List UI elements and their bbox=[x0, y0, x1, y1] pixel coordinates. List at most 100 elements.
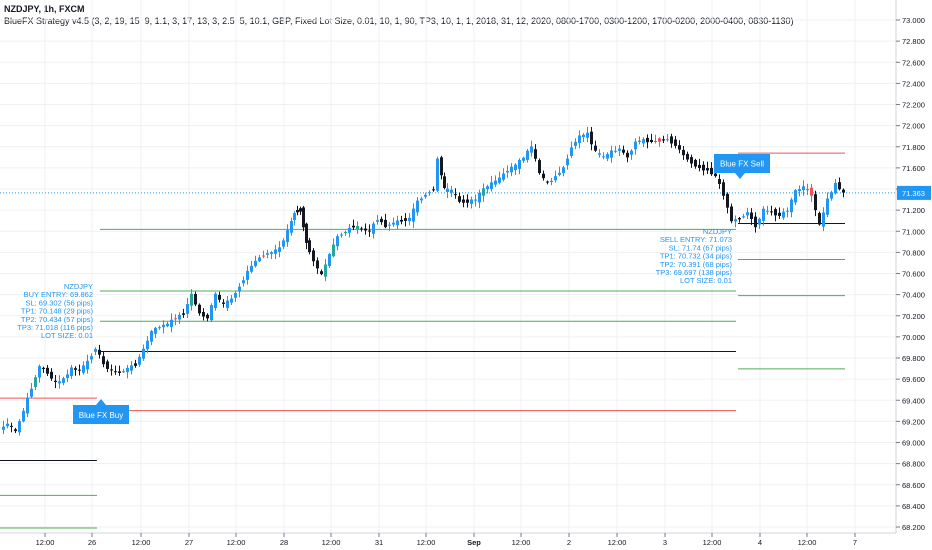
candle-body[interactable] bbox=[396, 220, 399, 226]
candle-body[interactable] bbox=[810, 187, 813, 196]
candle-body[interactable] bbox=[742, 216, 745, 218]
candle-body[interactable] bbox=[674, 139, 677, 146]
candle-body[interactable] bbox=[158, 327, 161, 329]
candle-body[interactable] bbox=[738, 218, 741, 220]
candle-body[interactable] bbox=[682, 149, 685, 156]
candle-body[interactable] bbox=[293, 213, 296, 221]
candle-body[interactable] bbox=[566, 158, 569, 166]
candle-body[interactable] bbox=[722, 182, 725, 196]
candle-body[interactable] bbox=[454, 194, 457, 196]
candle-body[interactable] bbox=[332, 244, 335, 257]
candle-body[interactable] bbox=[830, 192, 833, 199]
candle-body[interactable] bbox=[634, 141, 637, 150]
candle-body[interactable] bbox=[443, 176, 446, 188]
candle-body[interactable] bbox=[666, 139, 669, 141]
candle-body[interactable] bbox=[214, 293, 217, 308]
time-axis[interactable]: 12:00 26 12:00 27 12:00 28 12:00 31 12:00 Sep 12:0… bbox=[0, 532, 896, 547]
candle-body[interactable] bbox=[202, 311, 205, 317]
candle-body[interactable] bbox=[122, 371, 125, 373]
candle-body[interactable] bbox=[82, 365, 85, 373]
candle-body[interactable] bbox=[694, 159, 697, 167]
candle-body[interactable] bbox=[356, 225, 359, 230]
candle-body[interactable] bbox=[352, 225, 355, 228]
candle-body[interactable] bbox=[316, 260, 319, 269]
candle-body[interactable] bbox=[794, 190, 797, 203]
candle-body[interactable] bbox=[290, 221, 293, 233]
candle-body[interactable] bbox=[550, 180, 553, 183]
candle-body[interactable] bbox=[106, 361, 109, 369]
candle-body[interactable] bbox=[66, 374, 69, 379]
candle-body[interactable] bbox=[42, 367, 45, 369]
candle-body[interactable] bbox=[790, 199, 793, 213]
candle-body[interactable] bbox=[242, 280, 245, 284]
candle-body[interactable] bbox=[266, 253, 269, 255]
candle-body[interactable] bbox=[638, 140, 641, 142]
candle-body[interactable] bbox=[822, 212, 825, 227]
candle-body[interactable] bbox=[586, 132, 589, 138]
candle-body[interactable] bbox=[6, 423, 9, 427]
candle-body[interactable] bbox=[150, 331, 153, 342]
candle-body[interactable] bbox=[226, 300, 229, 309]
candle-body[interactable] bbox=[70, 367, 73, 377]
candle-body[interactable] bbox=[94, 348, 97, 352]
candle-body[interactable] bbox=[86, 360, 89, 370]
candle-body[interactable] bbox=[606, 154, 609, 159]
candle-body[interactable] bbox=[250, 265, 253, 272]
candle-body[interactable] bbox=[190, 293, 193, 306]
candle-body[interactable] bbox=[134, 363, 137, 366]
candle-body[interactable] bbox=[670, 136, 673, 144]
candle-body[interactable] bbox=[526, 150, 529, 160]
candle-body[interactable] bbox=[658, 138, 661, 142]
candle-body[interactable] bbox=[706, 168, 709, 171]
candle-body[interactable] bbox=[210, 305, 213, 321]
candle-body[interactable] bbox=[54, 380, 57, 383]
candle-body[interactable] bbox=[258, 257, 261, 262]
candle-body[interactable] bbox=[58, 381, 61, 384]
candle-body[interactable] bbox=[462, 199, 465, 203]
candle-body[interactable] bbox=[222, 302, 225, 304]
candle-body[interactable] bbox=[22, 410, 25, 422]
candle-body[interactable] bbox=[218, 294, 221, 300]
candle-body[interactable] bbox=[538, 160, 541, 174]
candle-body[interactable] bbox=[299, 208, 302, 212]
candle-body[interactable] bbox=[2, 426, 5, 430]
candle-body[interactable] bbox=[686, 153, 689, 160]
candle-body[interactable] bbox=[262, 255, 265, 257]
candle-body[interactable] bbox=[726, 193, 729, 208]
candle-body[interactable] bbox=[522, 157, 525, 161]
candle-body[interactable] bbox=[786, 210, 789, 212]
candle-body[interactable] bbox=[734, 219, 737, 222]
candle-body[interactable] bbox=[282, 240, 285, 247]
candle-body[interactable] bbox=[554, 176, 557, 181]
candle-body[interactable] bbox=[770, 211, 773, 213]
candle-body[interactable] bbox=[364, 228, 367, 231]
candle-body[interactable] bbox=[530, 146, 533, 153]
candle-body[interactable] bbox=[270, 252, 273, 254]
candle-body[interactable] bbox=[126, 367, 129, 373]
candle-body[interactable] bbox=[174, 318, 177, 320]
candle-body[interactable] bbox=[424, 194, 427, 197]
candle-body[interactable] bbox=[412, 208, 415, 222]
candle-body[interactable] bbox=[238, 286, 241, 292]
candle-body[interactable] bbox=[702, 164, 705, 171]
candle-body[interactable] bbox=[376, 220, 379, 222]
candle-body[interactable] bbox=[230, 298, 233, 303]
candle-body[interactable] bbox=[730, 206, 733, 222]
candle-body[interactable] bbox=[494, 180, 497, 185]
candle-body[interactable] bbox=[246, 270, 249, 280]
candle-body[interactable] bbox=[416, 200, 419, 213]
candle-body[interactable] bbox=[446, 188, 449, 192]
candle-body[interactable] bbox=[428, 192, 431, 194]
candle-body[interactable] bbox=[162, 324, 165, 328]
candle-body[interactable] bbox=[650, 139, 653, 142]
candle-body[interactable] bbox=[130, 365, 133, 371]
candle-body[interactable] bbox=[766, 210, 769, 212]
candle-body[interactable] bbox=[654, 140, 657, 142]
candle-body[interactable] bbox=[90, 356, 93, 360]
candle-body[interactable] bbox=[98, 349, 101, 355]
candle-body[interactable] bbox=[286, 230, 289, 243]
candle-body[interactable] bbox=[782, 211, 785, 218]
candle-body[interactable] bbox=[344, 232, 347, 234]
candle-body[interactable] bbox=[570, 147, 573, 156]
